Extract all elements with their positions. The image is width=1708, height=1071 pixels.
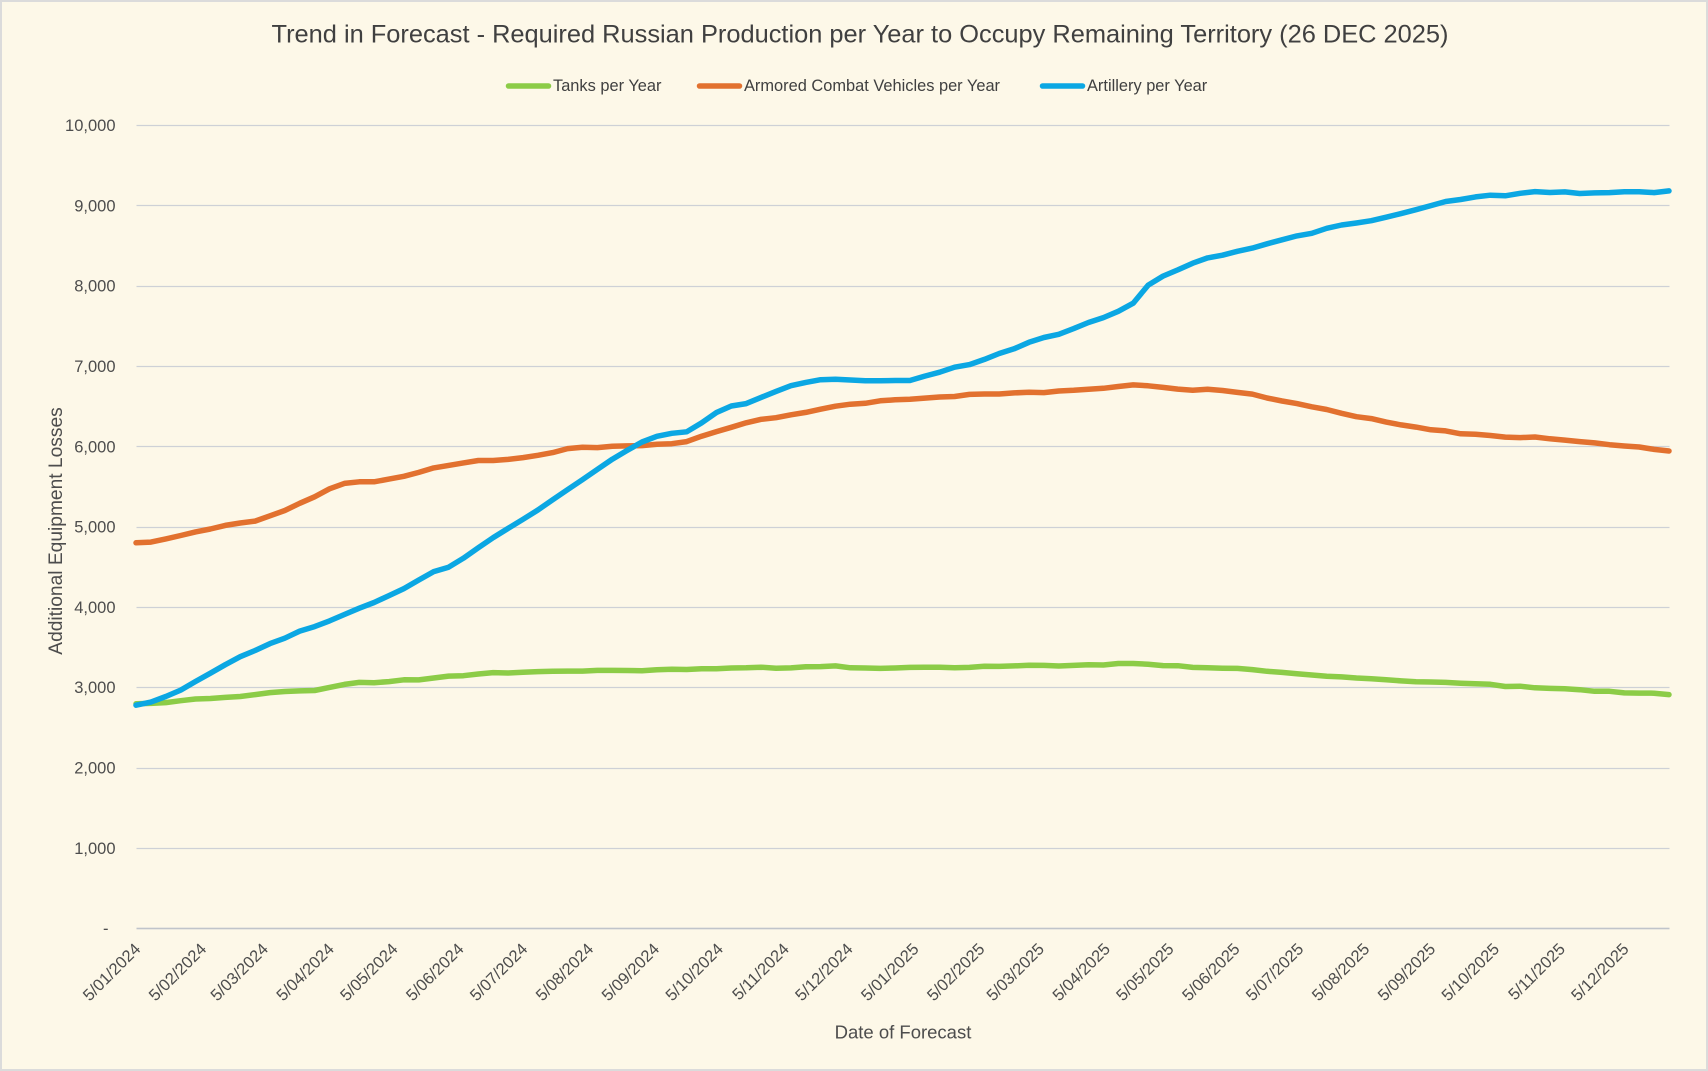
svg-text:4,000: 4,000 <box>74 599 115 617</box>
svg-text:Trend in Forecast - Required R: Trend in Forecast - Required Russian Pro… <box>272 20 1449 48</box>
svg-text:7,000: 7,000 <box>74 358 115 376</box>
svg-text:-: - <box>103 920 109 938</box>
svg-text:Armored Combat Vehicles per Ye: Armored Combat Vehicles per Year <box>744 77 1001 95</box>
svg-text:1,000: 1,000 <box>74 840 115 858</box>
svg-text:Tanks per Year: Tanks per Year <box>553 77 662 95</box>
svg-text:9,000: 9,000 <box>74 197 115 215</box>
svg-text:Artillery per Year: Artillery per Year <box>1087 77 1208 95</box>
svg-text:6,000: 6,000 <box>74 438 115 456</box>
svg-text:10,000: 10,000 <box>65 117 115 135</box>
svg-text:2,000: 2,000 <box>74 760 115 778</box>
svg-text:Additional Equipment Losses: Additional Equipment Losses <box>46 407 67 654</box>
svg-text:3,000: 3,000 <box>74 679 115 697</box>
svg-text:Date of Forecast: Date of Forecast <box>835 1021 972 1042</box>
svg-text:5,000: 5,000 <box>74 519 115 537</box>
svg-text:8,000: 8,000 <box>74 278 115 296</box>
